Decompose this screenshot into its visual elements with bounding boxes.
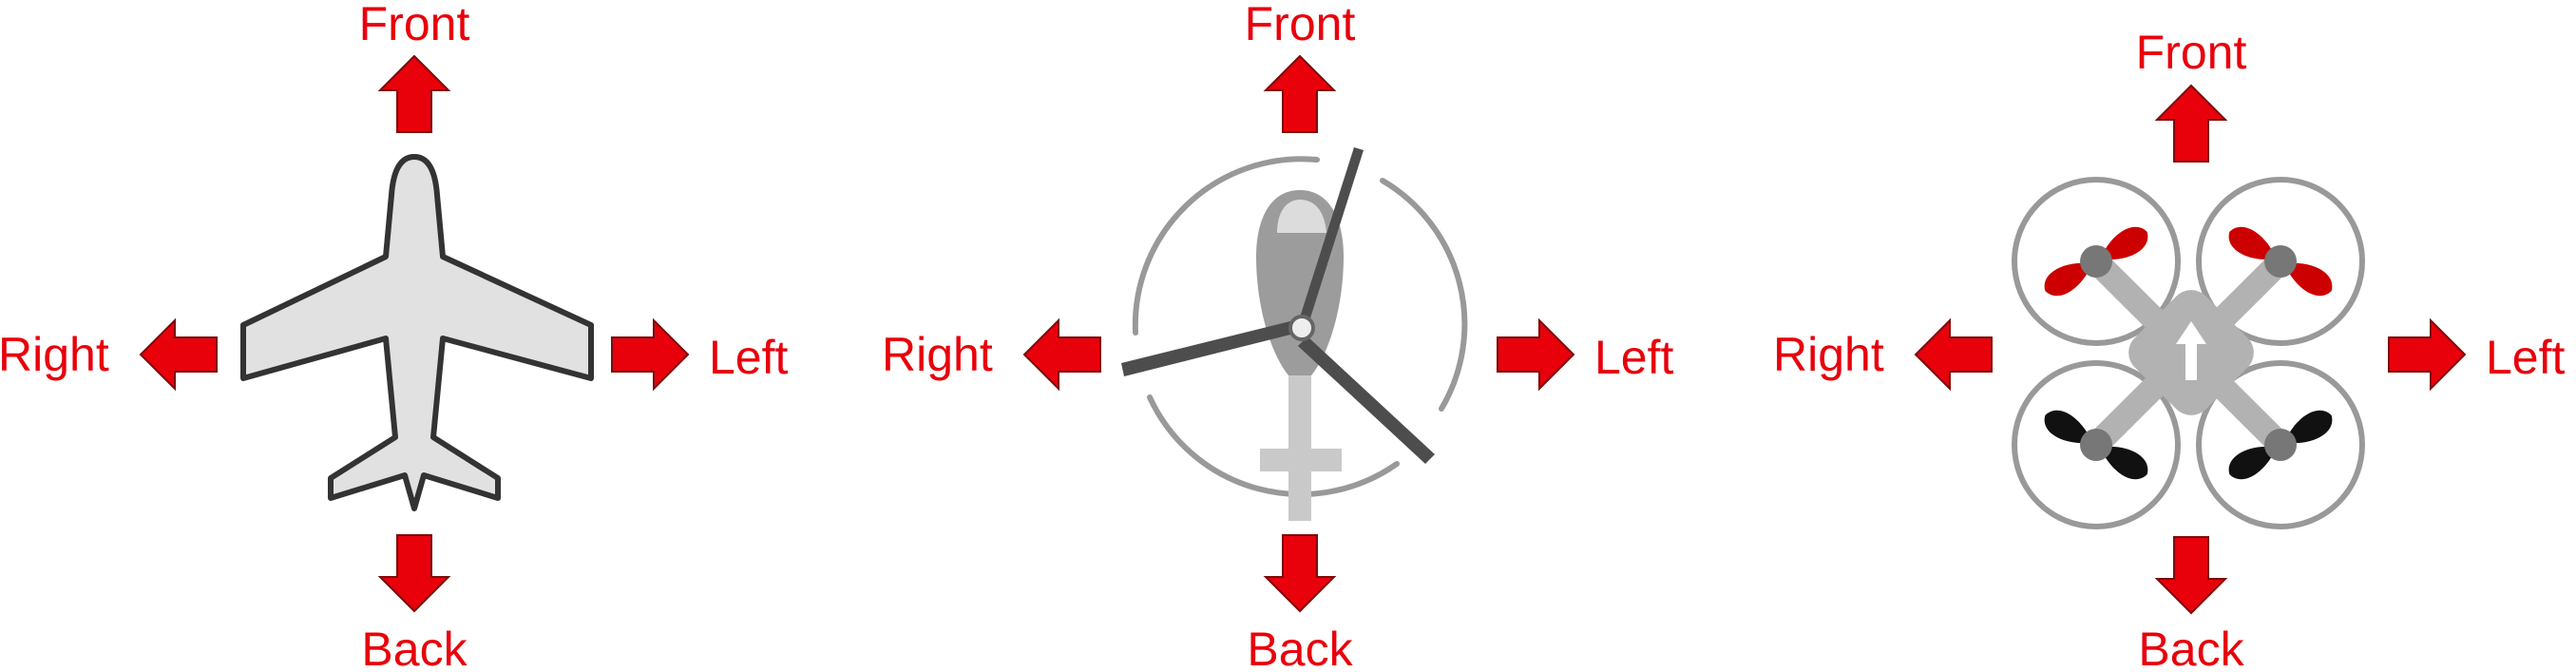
front-label: Front: [2136, 26, 2247, 79]
motor-hub: [2080, 429, 2112, 461]
quadcopter-icon: [2012, 177, 2365, 529]
motor-hub: [2264, 429, 2297, 461]
back-label: Back: [2138, 623, 2244, 672]
front-label: Front: [359, 0, 470, 50]
left-label: Left: [2486, 331, 2566, 384]
prop-guard-back-right: [2012, 360, 2181, 529]
quadcopter-panel: Front Back Right Left: [1773, 26, 2566, 672]
back-arrow-icon: [379, 534, 449, 612]
right-label: Right: [1773, 328, 1884, 381]
tail-stabilizer: [1260, 449, 1342, 471]
left-arrow-icon: [611, 319, 689, 390]
quad-frame: [2084, 249, 2293, 457]
right-arrow-icon: [140, 319, 218, 390]
left-arrow-icon: [1497, 319, 1574, 390]
rotor-ring-icon: [1132, 156, 1468, 498]
rotor-blades-icon: [1121, 147, 1435, 464]
motor-hub: [2264, 245, 2297, 278]
tail-boom: [1288, 361, 1311, 521]
left-arrow-icon: [2388, 319, 2466, 390]
right-label: Right: [0, 328, 109, 381]
rotor-hub: [1288, 315, 1315, 341]
front-label: Front: [1245, 0, 1356, 50]
left-label: Left: [709, 331, 789, 384]
back-arrow-icon: [2156, 536, 2226, 614]
front-arrow-icon: [379, 55, 449, 133]
cockpit-window: [1277, 200, 1326, 233]
front-arrow-icon: [2156, 85, 2226, 163]
airplane-panel: Front Back Right Left: [0, 0, 789, 672]
airplane-icon: [240, 154, 594, 511]
back-label: Back: [1247, 623, 1353, 672]
prop-guard-back-left: [2196, 360, 2365, 529]
prop-guard-front-right: [2012, 177, 2181, 346]
right-arrow-icon: [1915, 319, 1993, 390]
left-label: Left: [1594, 331, 1674, 384]
motor-hub: [2080, 245, 2112, 278]
helicopter-icon: [1121, 147, 1468, 521]
back-label: Back: [361, 623, 467, 672]
prop-guard-front-left: [2196, 177, 2365, 346]
back-arrow-icon: [1265, 534, 1335, 612]
right-label: Right: [882, 328, 993, 381]
heading-arrow-icon: [2176, 321, 2206, 380]
front-arrow-icon: [1265, 55, 1335, 133]
helicopter-panel: Front Back Right Left: [882, 0, 1674, 672]
right-arrow-icon: [1023, 319, 1101, 390]
